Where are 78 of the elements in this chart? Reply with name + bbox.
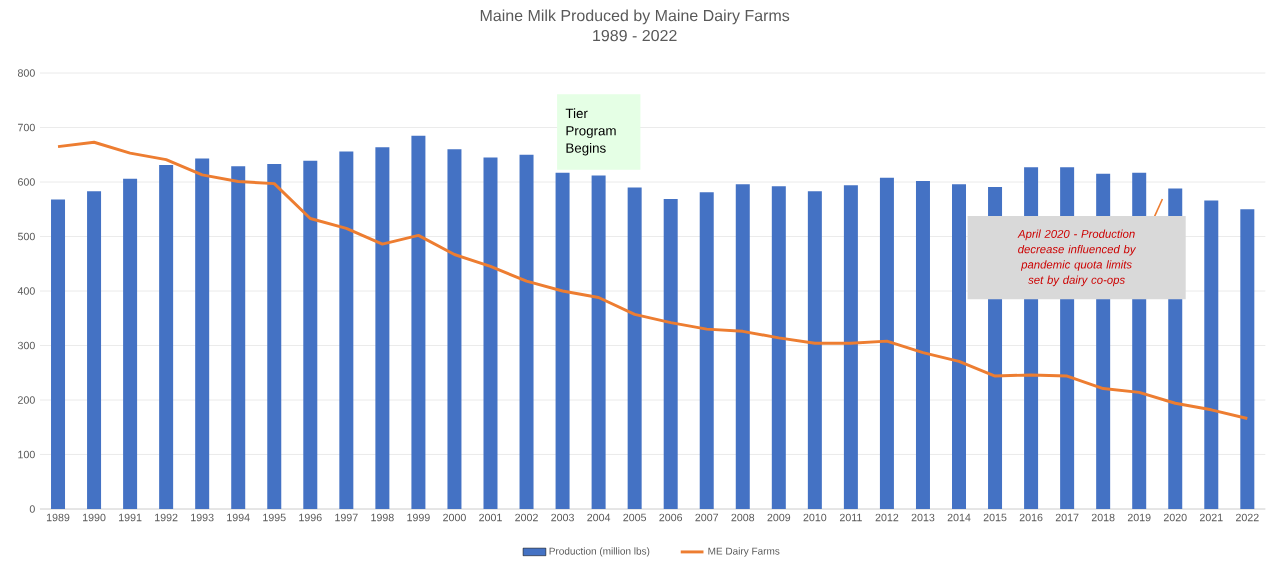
y-tick-label: 700 (18, 123, 35, 132)
x-tick-label: 2014 (947, 513, 971, 522)
x-tick-label: 2004 (587, 513, 611, 522)
y-tick-label: 0 (29, 505, 35, 513)
bar (663, 198, 678, 509)
bar (123, 178, 138, 509)
x-tick-label: 1989 (46, 513, 70, 522)
x-tick-label: 2010 (803, 513, 827, 522)
chart-subtitle: 1989 - 2022 (593, 29, 677, 42)
y-tick-label: 500 (17, 232, 35, 241)
x-tick-label: 1998 (371, 513, 394, 522)
x-tick-label: 2021 (1199, 513, 1223, 522)
bar (519, 154, 534, 509)
line-series (56, 140, 1249, 420)
bar (195, 158, 210, 509)
x-tick-label: 2015 (983, 513, 1007, 522)
bar (51, 199, 66, 509)
x-tick-label: 1996 (299, 513, 322, 522)
bar (915, 180, 930, 509)
x-tick-label: 2007 (695, 513, 719, 522)
y-tick-label: 600 (18, 178, 35, 186)
bar (555, 172, 570, 509)
x-tick-label: 2005 (623, 513, 647, 522)
bar (1240, 209, 1255, 509)
y-tick-label: 400 (17, 287, 35, 295)
bar (339, 151, 354, 509)
x-tick-label: 2017 (1055, 513, 1079, 522)
x-tick-label: 1993 (191, 513, 214, 522)
legend-label: ME Dairy Farms (708, 547, 780, 557)
x-tick-label: 1990 (83, 513, 106, 522)
annotation: Tier Program Begins (565, 108, 616, 156)
x-tick-label: 1991 (119, 513, 142, 522)
x-tick-label: 1995 (263, 513, 286, 522)
x-tick-label: 2002 (515, 513, 538, 522)
bar (627, 187, 642, 509)
y-tick-label: 200 (18, 396, 35, 404)
x-tick-label: 2013 (911, 513, 935, 522)
x-tick-label: 2016 (1019, 513, 1043, 522)
x-tick-label: 2008 (731, 513, 755, 522)
bar (447, 149, 462, 509)
x-tick-label: 2006 (659, 513, 683, 522)
x-tick-label: 1992 (155, 513, 178, 522)
y-tick-label: 300 (17, 341, 35, 350)
x-tick-label: 1997 (335, 513, 358, 522)
x-tick-label: 2019 (1127, 513, 1151, 522)
bar (879, 177, 894, 509)
x-tick-label: 2022 (1236, 513, 1259, 522)
bar (843, 185, 858, 509)
annotation: April 2020 - Production decrease influenced by pandemic quota limits set by dairy co-ops (1017, 229, 1137, 287)
y-tick-label: 100 (18, 450, 35, 459)
bar (1204, 200, 1219, 509)
legend-label: Production (million lbs) (549, 547, 650, 557)
bar (303, 160, 318, 509)
bar (735, 184, 750, 509)
bar (952, 184, 967, 509)
x-tick-label: 2003 (551, 513, 574, 522)
x-tick-label: 1994 (227, 513, 250, 522)
chart-title: Maine Milk Produced by Maine Dairy Farms (480, 9, 790, 25)
bar (87, 191, 102, 509)
y-tick-label: 800 (17, 69, 35, 77)
bar (267, 164, 282, 509)
x-tick-label: 2009 (767, 513, 791, 522)
x-tick-label: 2001 (479, 513, 502, 522)
bar (159, 165, 174, 509)
x-tick-label: 2000 (443, 513, 466, 522)
bar (771, 186, 786, 509)
bar (375, 147, 390, 509)
bar (591, 175, 606, 509)
bar (807, 191, 822, 509)
x-tick-label: 2011 (839, 513, 862, 522)
bar (231, 166, 246, 509)
x-tick-label: 2018 (1091, 513, 1115, 522)
bar (411, 135, 426, 509)
bar (699, 192, 714, 509)
x-tick-label: 2012 (875, 513, 899, 522)
x-tick-label: 1999 (407, 513, 430, 522)
x-tick-label: 2020 (1163, 513, 1187, 522)
bar (483, 157, 498, 509)
